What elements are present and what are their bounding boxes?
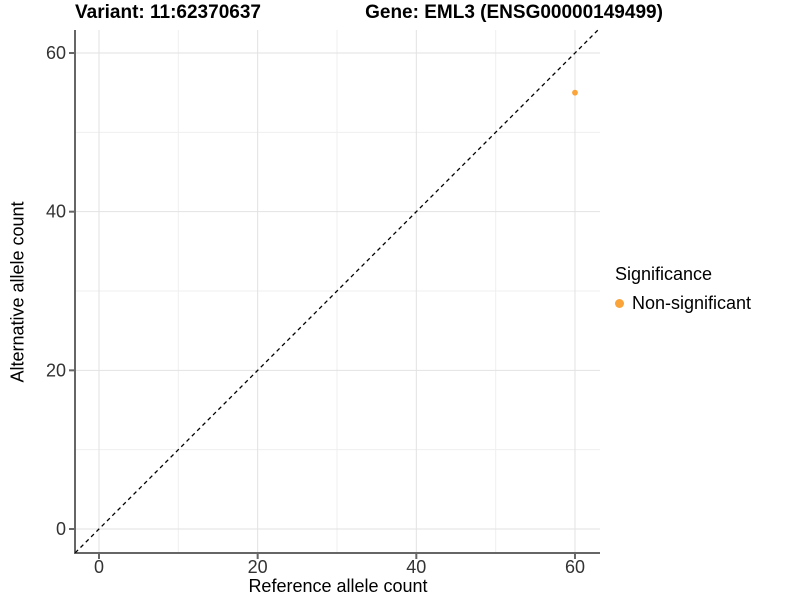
x-tick-label: 20	[248, 557, 268, 577]
y-tick-label: 0	[56, 519, 66, 539]
x-axis-label: Reference allele count	[248, 576, 428, 596]
x-tick-label: 40	[406, 557, 426, 577]
x-tick-label: 60	[565, 557, 585, 577]
legend-point-icon	[615, 299, 624, 308]
legend-item: Non-significant	[615, 293, 751, 314]
y-axis-label: Alternative allele count	[7, 201, 28, 383]
y-tick-label: 40	[46, 202, 66, 222]
legend: Significance Non-significant	[615, 264, 751, 314]
variant-title: Variant: 11:62370637	[75, 2, 261, 23]
gene-title: Gene: EML3 (ENSG00000149499)	[365, 2, 663, 23]
identity-dashed-line	[74, 28, 600, 554]
legend-item-label: Non-significant	[632, 293, 752, 313]
x-tick-label: 0	[94, 557, 104, 577]
y-tick-label: 20	[46, 360, 66, 380]
legend-title: Significance	[615, 264, 713, 284]
y-tick-label: 60	[46, 43, 66, 63]
data-point	[572, 89, 578, 96]
